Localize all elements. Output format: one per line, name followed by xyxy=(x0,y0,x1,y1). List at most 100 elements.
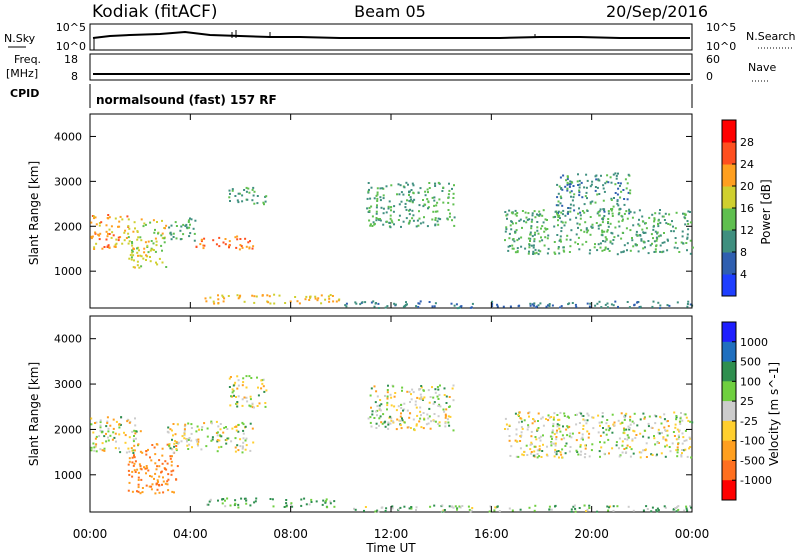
data-cell xyxy=(552,422,555,425)
data-cell xyxy=(674,241,677,244)
data-cell xyxy=(526,218,529,221)
data-cell xyxy=(415,406,418,409)
data-cell xyxy=(251,406,254,409)
data-cell xyxy=(245,396,248,399)
data-cell xyxy=(686,233,689,236)
data-cell xyxy=(152,249,155,251)
data-cell xyxy=(252,245,255,248)
data-cell xyxy=(625,428,628,431)
data-cell xyxy=(600,446,603,449)
data-cell xyxy=(552,442,555,445)
data-cell xyxy=(422,398,424,401)
data-cell xyxy=(578,189,581,192)
data-cell xyxy=(530,220,533,223)
data-cell xyxy=(98,238,101,241)
data-cell xyxy=(653,218,656,221)
data-cell xyxy=(126,418,129,421)
data-cell xyxy=(682,242,685,245)
data-cell xyxy=(653,435,655,437)
data-cell xyxy=(395,409,398,412)
data-cell xyxy=(245,437,248,440)
data-cell xyxy=(588,252,591,255)
data-cell xyxy=(529,233,532,236)
data-cell xyxy=(364,301,367,304)
data-cell xyxy=(614,192,617,194)
data-cell xyxy=(686,249,688,252)
data-cell xyxy=(600,174,602,177)
data-cell xyxy=(142,225,145,228)
data-cell xyxy=(381,506,384,509)
data-cell xyxy=(531,235,534,238)
data-cell xyxy=(566,178,569,181)
data-cell xyxy=(239,445,242,448)
data-cell xyxy=(529,231,532,234)
data-cell xyxy=(672,230,675,233)
data-cell xyxy=(683,216,686,219)
data-cell xyxy=(370,205,373,208)
data-cell xyxy=(437,223,440,226)
data-cell xyxy=(610,197,613,200)
data-cell xyxy=(186,444,189,447)
data-cell xyxy=(597,178,600,181)
data-cell xyxy=(172,434,174,437)
data-cell xyxy=(632,452,635,455)
data-cell xyxy=(543,244,546,247)
data-cell xyxy=(285,504,288,507)
data-cell xyxy=(556,423,559,426)
data-cell xyxy=(151,444,154,446)
data-cell xyxy=(559,430,562,433)
data-cell xyxy=(114,217,117,220)
data-cell xyxy=(554,444,557,447)
data-cell xyxy=(444,413,447,416)
data-cell xyxy=(681,235,684,238)
data-cell xyxy=(573,209,576,212)
data-cell xyxy=(596,212,599,215)
data-cell xyxy=(238,192,241,195)
colorbar-segment xyxy=(722,460,736,481)
data-cell xyxy=(441,504,444,507)
data-cell xyxy=(689,211,691,213)
data-cell xyxy=(403,505,406,508)
data-cell xyxy=(375,217,378,219)
data-cell xyxy=(550,508,553,511)
data-cell xyxy=(579,453,582,456)
colorbar-tick-label: -500 xyxy=(740,454,765,467)
data-cell xyxy=(556,234,559,236)
data-cell xyxy=(237,503,240,506)
data-cell xyxy=(563,250,566,253)
data-cell xyxy=(617,204,620,207)
data-cell xyxy=(132,449,135,452)
data-cell xyxy=(107,244,110,247)
data-cell xyxy=(131,449,134,452)
data-cell xyxy=(90,235,93,238)
data-cell xyxy=(456,507,459,510)
data-cell xyxy=(184,425,187,428)
data-cell xyxy=(409,427,412,429)
data-cell xyxy=(642,435,645,438)
data-cell xyxy=(241,200,244,203)
data-cell xyxy=(100,431,103,434)
data-cell xyxy=(607,221,610,223)
data-cell xyxy=(405,208,408,211)
data-cell xyxy=(607,222,609,225)
data-cell xyxy=(228,240,231,243)
power-colorbar-label: Power [dB] xyxy=(759,179,773,244)
data-cell xyxy=(129,254,132,256)
data-cell xyxy=(434,185,437,187)
data-cell xyxy=(448,406,451,408)
data-cell xyxy=(236,405,239,408)
data-cell xyxy=(131,456,134,459)
data-cell xyxy=(175,478,178,481)
data-cell xyxy=(171,429,173,432)
data-cell xyxy=(120,416,123,419)
data-cell xyxy=(110,225,113,228)
data-cell xyxy=(269,498,272,500)
data-cell xyxy=(436,220,439,223)
data-cell xyxy=(161,483,163,486)
data-cell xyxy=(555,453,558,456)
data-cell xyxy=(615,444,618,447)
data-cell xyxy=(530,435,533,438)
data-cell xyxy=(232,389,235,392)
data-cell xyxy=(675,449,678,452)
